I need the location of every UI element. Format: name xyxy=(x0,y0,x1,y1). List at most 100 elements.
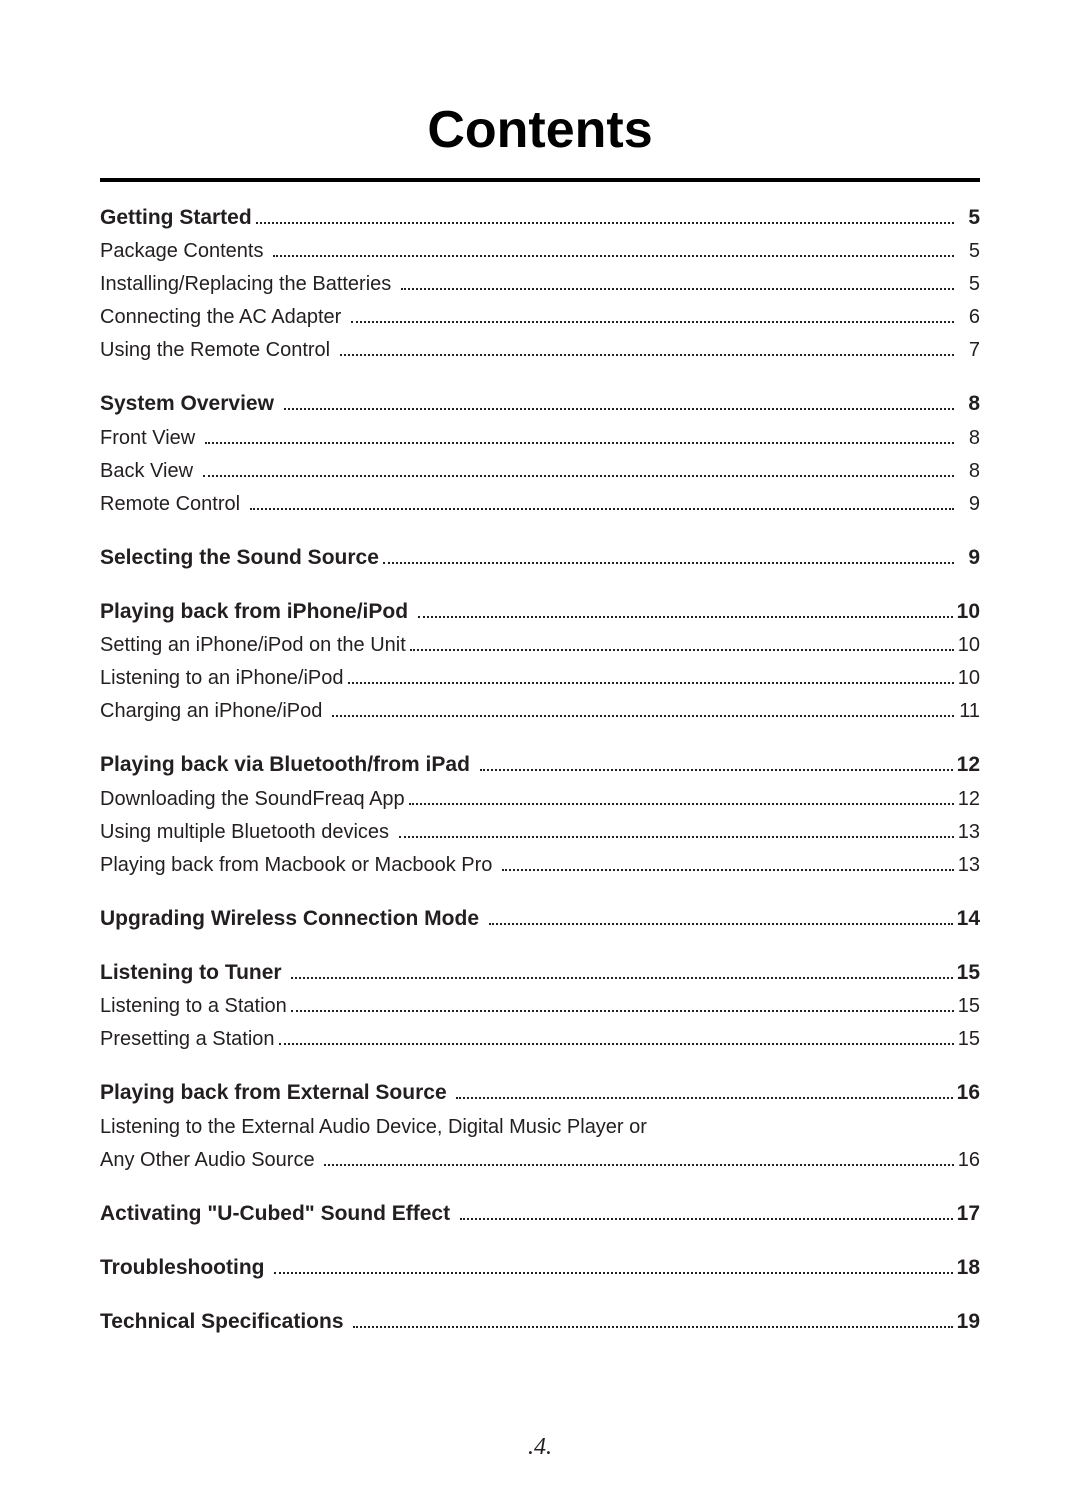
toc-heading-row: Upgrading Wireless Connection Mode 14 xyxy=(100,905,980,933)
toc-page: 15 xyxy=(958,993,980,1020)
toc-continuation: Listening to the External Audio Device, … xyxy=(100,1114,980,1141)
toc-label: Using multiple Bluetooth devices xyxy=(100,819,395,846)
toc-page: 15 xyxy=(958,1026,980,1053)
toc-sub-row: Installing/Replacing the Batteries 5 xyxy=(100,271,980,298)
toc-label: Activating "U-Cubed" Sound Effect xyxy=(100,1200,456,1228)
toc-section: Upgrading Wireless Connection Mode 14 xyxy=(100,905,980,933)
toc-sub-row: Using the Remote Control 7 xyxy=(100,337,980,364)
toc-label: Setting an iPhone/iPod on the Unit xyxy=(100,632,406,659)
toc-sub-row: Downloading the SoundFreaq App12 xyxy=(100,786,980,813)
toc-leader xyxy=(418,604,953,618)
toc-label: Playing back via Bluetooth/from iPad xyxy=(100,751,476,779)
toc-leader xyxy=(489,910,953,924)
toc-section: Listening to Tuner 15Listening to a Stat… xyxy=(100,959,980,1053)
toc-page: 10 xyxy=(958,632,980,659)
toc-heading-row: Activating "U-Cubed" Sound Effect 17 xyxy=(100,1200,980,1228)
toc-page: 10 xyxy=(958,665,980,692)
toc-leader xyxy=(332,703,954,717)
toc-sub-row: Charging an iPhone/iPod 11 xyxy=(100,698,980,725)
toc-page: 5 xyxy=(958,238,980,265)
toc-leader xyxy=(351,309,954,323)
toc-label: Any Other Audio Source xyxy=(100,1147,320,1174)
toc-label: Selecting the Sound Source xyxy=(100,544,379,572)
toc-sub-row: Using multiple Bluetooth devices 13 xyxy=(100,819,980,846)
toc-leader xyxy=(250,495,954,509)
toc-leader xyxy=(205,429,954,443)
toc-label: Technical Specifications xyxy=(100,1308,349,1336)
toc-page: 9 xyxy=(958,544,980,572)
toc-leader xyxy=(348,670,954,684)
toc-sub-row: Setting an iPhone/iPod on the Unit 10 xyxy=(100,632,980,659)
toc-page: 5 xyxy=(958,271,980,298)
toc-leader xyxy=(399,823,954,837)
toc-page: 11 xyxy=(958,698,980,725)
toc-page: 13 xyxy=(958,819,980,846)
toc-leader xyxy=(340,342,954,356)
toc-sub-row: Listening to a Station 15 xyxy=(100,993,980,1020)
toc-sub-row: Presetting a Station 15 xyxy=(100,1026,980,1053)
toc-label: Front View xyxy=(100,425,201,452)
toc-label: Package Contents xyxy=(100,238,269,265)
toc-section: Activating "U-Cubed" Sound Effect 17 xyxy=(100,1200,980,1228)
toc-page: 6 xyxy=(958,304,980,331)
toc-label: Playing back from Macbook or Macbook Pro xyxy=(100,852,498,879)
toc-section: Selecting the Sound Source 9 xyxy=(100,544,980,572)
toc-sub-row: Playing back from Macbook or Macbook Pro… xyxy=(100,852,980,879)
toc-heading-row: Technical Specifications 19 xyxy=(100,1308,980,1336)
toc-leader xyxy=(279,1031,954,1045)
toc-page: 9 xyxy=(958,491,980,518)
toc-leader xyxy=(480,757,953,771)
toc-page: 16 xyxy=(957,1079,980,1107)
toc-page: 5 xyxy=(958,204,980,232)
page-title: Contents xyxy=(100,100,980,160)
toc-heading-row: Playing back from External Source 16 xyxy=(100,1079,980,1107)
toc-page: 15 xyxy=(957,959,980,987)
toc-page: 19 xyxy=(957,1308,980,1336)
page-number: .4. xyxy=(0,1434,1080,1461)
toc-leader xyxy=(456,1085,952,1099)
toc-page: 10 xyxy=(957,598,980,626)
toc-heading-row: Playing back via Bluetooth/from iPad 12 xyxy=(100,751,980,779)
toc-sub-row: Remote Control 9 xyxy=(100,491,980,518)
toc-leader xyxy=(324,1151,954,1165)
toc-sub-row: Front View 8 xyxy=(100,425,980,452)
toc-label: Playing back from iPhone/iPod xyxy=(100,598,414,626)
toc-label: Upgrading Wireless Connection Mode xyxy=(100,905,485,933)
toc-sub-row: Listening to an iPhone/iPod10 xyxy=(100,665,980,692)
toc-label: Back View xyxy=(100,458,199,485)
toc-label: Remote Control xyxy=(100,491,246,518)
toc-page: 16 xyxy=(958,1147,980,1174)
toc-page: 8 xyxy=(958,390,980,418)
toc-heading-row: Troubleshooting 18 xyxy=(100,1254,980,1282)
toc-section: Playing back via Bluetooth/from iPad 12 D… xyxy=(100,751,980,878)
toc-leader xyxy=(291,965,952,979)
toc-heading-row: Listening to Tuner 15 xyxy=(100,959,980,987)
toc-section: System Overview 8Front View 8Back View 8… xyxy=(100,390,980,517)
toc-label: Getting Started xyxy=(100,204,252,232)
toc-label: System Overview xyxy=(100,390,280,418)
toc-heading-row: Selecting the Sound Source 9 xyxy=(100,544,980,572)
toc-sub-row: Connecting the AC Adapter 6 xyxy=(100,304,980,331)
toc-leader xyxy=(401,276,954,290)
toc-leader xyxy=(410,637,954,651)
toc-label: Listening to Tuner xyxy=(100,959,287,987)
toc-page: 18 xyxy=(957,1254,980,1282)
toc-leader xyxy=(460,1205,953,1219)
toc-section: Getting Started5Package Contents 5Instal… xyxy=(100,204,980,364)
toc-leader xyxy=(284,396,954,410)
toc-label: Presetting a Station xyxy=(100,1026,275,1053)
toc-sub-row: Any Other Audio Source 16 xyxy=(100,1147,980,1174)
toc-sub-row: Back View 8 xyxy=(100,458,980,485)
toc-page: 8 xyxy=(958,458,980,485)
toc-label: Charging an iPhone/iPod xyxy=(100,698,328,725)
toc-label: Listening to a Station xyxy=(100,993,287,1020)
toc-label: Connecting the AC Adapter xyxy=(100,304,347,331)
toc-leader xyxy=(291,998,954,1012)
toc-leader xyxy=(203,462,954,476)
toc-page: 7 xyxy=(958,337,980,364)
toc-container: Getting Started5Package Contents 5Instal… xyxy=(100,204,980,1337)
toc-leader xyxy=(502,856,954,870)
toc-leader xyxy=(353,1314,952,1328)
toc-page: 8 xyxy=(958,425,980,452)
toc-label: Troubleshooting xyxy=(100,1254,270,1282)
